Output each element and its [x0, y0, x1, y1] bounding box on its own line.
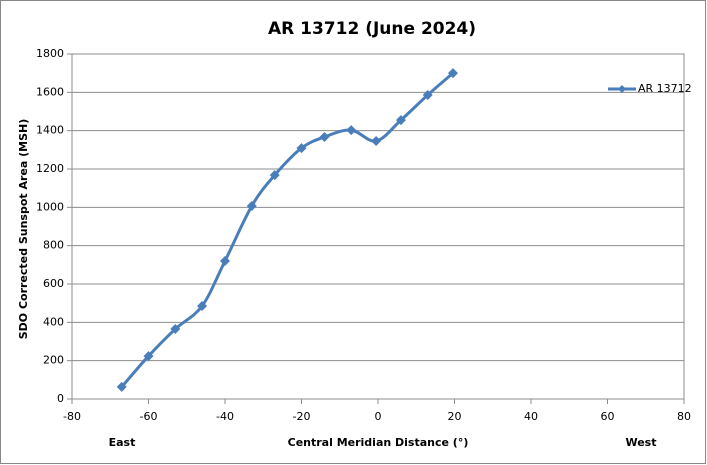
x-tick-label: -80 — [63, 410, 81, 423]
data-point — [319, 131, 330, 142]
x-tick-label: -60 — [140, 410, 158, 423]
data-point — [447, 68, 458, 79]
data-point — [116, 381, 127, 392]
y-tick-label: 200 — [43, 354, 64, 367]
y-tick-label: 0 — [57, 392, 64, 405]
data-point — [143, 351, 154, 362]
x-tick-label: 0 — [375, 410, 382, 423]
chart-title: AR 13712 (June 2024) — [268, 19, 476, 39]
data-point — [371, 136, 382, 147]
data-point — [422, 90, 433, 101]
data-point — [197, 301, 208, 312]
y-tick-label: 1600 — [36, 85, 64, 98]
x-tick-label: 60 — [601, 410, 615, 423]
y-tick-label: 1200 — [36, 162, 64, 175]
x-tick-label: 40 — [524, 410, 538, 423]
x-tick-label: -40 — [216, 410, 234, 423]
x-tick-label: 20 — [448, 410, 462, 423]
data-point — [269, 170, 280, 181]
legend-marker — [618, 85, 626, 93]
x-tick-label: 80 — [677, 410, 691, 423]
y-tick-label: 1400 — [36, 124, 64, 137]
data-point — [296, 143, 307, 154]
data-point — [220, 256, 230, 266]
y-axis-label: SDO Corrected Sunspot Area (MSH) — [17, 119, 30, 340]
data-point — [246, 200, 257, 211]
x-axis-label: Central Meridian Distance (°) — [288, 436, 469, 449]
x-tick-label: -20 — [293, 410, 311, 423]
plot-area — [71, 53, 685, 400]
y-tick-label: 400 — [43, 315, 64, 328]
legend-label: AR 13712 — [638, 82, 692, 95]
y-tick-label: 1000 — [36, 200, 64, 213]
data-point — [346, 125, 357, 136]
data-point — [170, 324, 181, 335]
annotation: East — [109, 436, 136, 449]
y-tick-label: 600 — [43, 277, 64, 290]
data-point — [395, 115, 406, 126]
y-tick-label: 1800 — [36, 47, 64, 60]
annotation: West — [625, 436, 656, 449]
y-tick-label: 800 — [43, 239, 64, 252]
